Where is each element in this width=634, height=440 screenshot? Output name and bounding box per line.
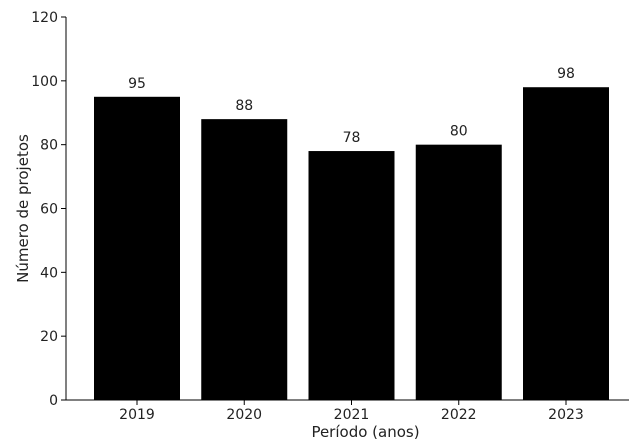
- y-tick-label: 80: [40, 138, 58, 154]
- bar-2019: [94, 96, 180, 401]
- bar-value-label: 78: [343, 130, 361, 146]
- bar-value-label: 95: [128, 76, 146, 92]
- bar-value-label: 88: [235, 98, 253, 114]
- y-tick-label: 100: [31, 74, 58, 90]
- bar-2021: [308, 151, 395, 400]
- x-tick-label: 2023: [548, 407, 584, 423]
- bar-value-label: 98: [557, 66, 575, 82]
- bar-value-label: 80: [450, 124, 468, 140]
- x-axis-title: Período (anos): [311, 423, 419, 440]
- x-tick-label: 2021: [334, 407, 370, 423]
- y-tick-label: 20: [40, 329, 58, 345]
- bar-2022: [415, 144, 502, 400]
- x-tick-label: 2022: [441, 407, 477, 423]
- bar-2023: [523, 87, 609, 400]
- x-axis: 2019 2020 2021 2022 2023: [66, 399, 629, 423]
- x-tick-label: 2020: [226, 407, 262, 423]
- bar-2020: [201, 119, 288, 400]
- y-tick-label: 0: [49, 393, 58, 409]
- x-tick-label: 2019: [119, 407, 155, 423]
- y-tick-label: 40: [40, 265, 58, 281]
- y-tick-label: 120: [31, 10, 58, 26]
- plot-area: 95 88 78 80 98: [94, 66, 609, 401]
- y-axis: 0 20 40 60 80 100 120: [31, 10, 67, 409]
- y-tick-label: 60: [40, 202, 58, 218]
- y-axis-title: Número de projetos: [14, 134, 32, 283]
